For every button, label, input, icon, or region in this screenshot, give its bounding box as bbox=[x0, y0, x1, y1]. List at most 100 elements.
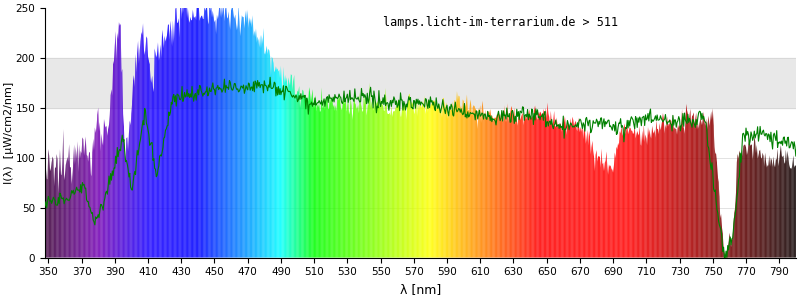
Polygon shape bbox=[302, 90, 303, 258]
Polygon shape bbox=[557, 117, 558, 258]
Polygon shape bbox=[728, 244, 729, 258]
Polygon shape bbox=[517, 121, 518, 258]
Polygon shape bbox=[501, 110, 502, 258]
Polygon shape bbox=[76, 147, 77, 258]
Polygon shape bbox=[593, 151, 594, 258]
Polygon shape bbox=[460, 106, 461, 258]
Polygon shape bbox=[359, 93, 360, 258]
Polygon shape bbox=[556, 117, 557, 258]
Polygon shape bbox=[292, 75, 293, 258]
Polygon shape bbox=[530, 117, 531, 258]
Polygon shape bbox=[655, 120, 656, 258]
Polygon shape bbox=[428, 100, 429, 258]
Polygon shape bbox=[152, 76, 153, 258]
Polygon shape bbox=[773, 157, 774, 258]
Polygon shape bbox=[690, 109, 691, 258]
Polygon shape bbox=[194, 16, 195, 258]
Polygon shape bbox=[679, 125, 680, 258]
Polygon shape bbox=[725, 253, 726, 258]
Polygon shape bbox=[502, 119, 503, 258]
Polygon shape bbox=[533, 116, 534, 258]
Polygon shape bbox=[638, 134, 639, 258]
Polygon shape bbox=[772, 161, 773, 258]
Polygon shape bbox=[229, 11, 230, 258]
Polygon shape bbox=[263, 28, 264, 258]
Polygon shape bbox=[693, 112, 694, 258]
Polygon shape bbox=[443, 98, 444, 258]
Polygon shape bbox=[247, 10, 248, 258]
Polygon shape bbox=[708, 116, 709, 258]
Polygon shape bbox=[93, 139, 94, 258]
Polygon shape bbox=[480, 105, 481, 258]
Polygon shape bbox=[185, 0, 186, 258]
Polygon shape bbox=[245, 11, 246, 258]
Polygon shape bbox=[641, 144, 642, 258]
Polygon shape bbox=[767, 166, 769, 258]
Polygon shape bbox=[497, 115, 498, 258]
Polygon shape bbox=[625, 124, 626, 258]
Polygon shape bbox=[669, 124, 670, 258]
Polygon shape bbox=[465, 107, 466, 258]
Polygon shape bbox=[410, 101, 411, 258]
Polygon shape bbox=[623, 128, 624, 258]
Polygon shape bbox=[691, 116, 692, 258]
Polygon shape bbox=[277, 68, 278, 258]
Polygon shape bbox=[775, 159, 776, 258]
Polygon shape bbox=[201, 16, 202, 258]
Polygon shape bbox=[103, 119, 104, 258]
Polygon shape bbox=[199, 18, 200, 258]
Polygon shape bbox=[331, 97, 332, 258]
Polygon shape bbox=[621, 126, 622, 258]
Polygon shape bbox=[439, 103, 440, 258]
Polygon shape bbox=[69, 144, 70, 258]
Polygon shape bbox=[98, 108, 99, 258]
Polygon shape bbox=[562, 122, 563, 258]
Polygon shape bbox=[477, 118, 478, 258]
Polygon shape bbox=[723, 248, 725, 258]
Polygon shape bbox=[146, 36, 147, 258]
Polygon shape bbox=[404, 104, 405, 258]
Polygon shape bbox=[353, 96, 354, 258]
Polygon shape bbox=[549, 117, 550, 258]
Polygon shape bbox=[689, 116, 690, 258]
Polygon shape bbox=[622, 134, 623, 258]
Polygon shape bbox=[68, 144, 69, 258]
Polygon shape bbox=[364, 93, 365, 258]
Polygon shape bbox=[606, 152, 607, 258]
Polygon shape bbox=[358, 105, 359, 258]
Polygon shape bbox=[748, 145, 749, 258]
Polygon shape bbox=[280, 66, 281, 258]
Polygon shape bbox=[716, 154, 717, 258]
Polygon shape bbox=[412, 102, 413, 258]
Polygon shape bbox=[319, 103, 320, 258]
Polygon shape bbox=[705, 122, 706, 258]
Polygon shape bbox=[644, 124, 645, 258]
Polygon shape bbox=[123, 114, 124, 258]
Polygon shape bbox=[780, 145, 781, 258]
Polygon shape bbox=[108, 125, 109, 258]
Polygon shape bbox=[92, 139, 93, 258]
Polygon shape bbox=[396, 106, 397, 258]
Polygon shape bbox=[654, 130, 655, 258]
Polygon shape bbox=[658, 123, 660, 258]
Polygon shape bbox=[761, 158, 762, 258]
Polygon shape bbox=[239, 22, 240, 258]
Polygon shape bbox=[206, 6, 207, 258]
Polygon shape bbox=[569, 126, 570, 258]
Polygon shape bbox=[736, 162, 737, 258]
Polygon shape bbox=[155, 54, 156, 258]
Polygon shape bbox=[198, 3, 199, 258]
Polygon shape bbox=[769, 155, 770, 258]
Polygon shape bbox=[257, 37, 258, 258]
Polygon shape bbox=[236, 23, 237, 258]
Polygon shape bbox=[616, 147, 617, 258]
Polygon shape bbox=[345, 99, 346, 258]
Polygon shape bbox=[66, 157, 67, 258]
Polygon shape bbox=[191, 20, 192, 258]
Polygon shape bbox=[744, 145, 745, 258]
Polygon shape bbox=[446, 103, 447, 258]
Polygon shape bbox=[187, 7, 188, 258]
Polygon shape bbox=[640, 126, 641, 258]
Polygon shape bbox=[487, 111, 488, 258]
Polygon shape bbox=[527, 114, 529, 258]
